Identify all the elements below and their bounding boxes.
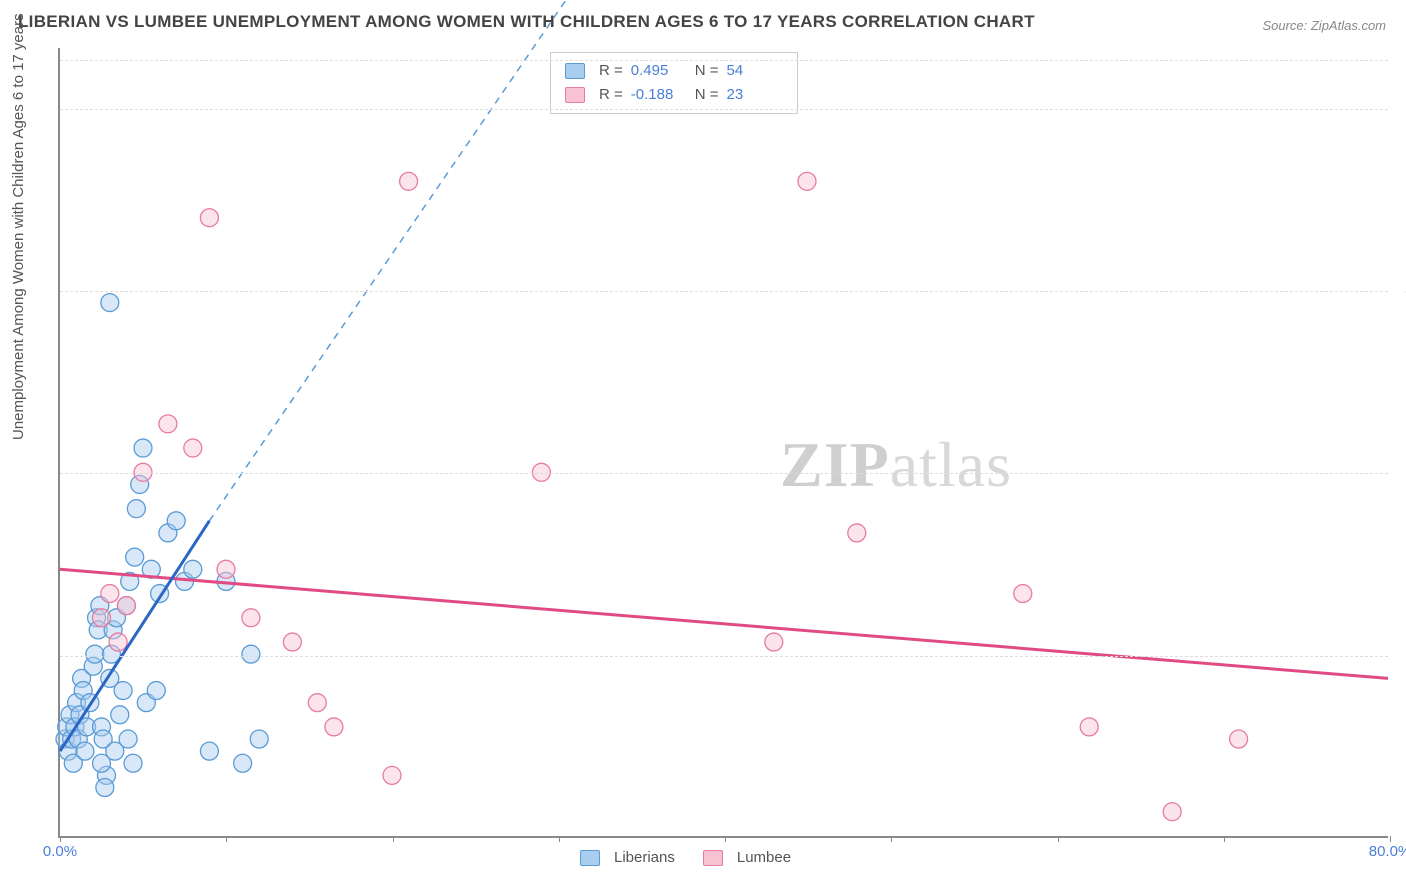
scatter-point — [76, 742, 94, 760]
gridline-h — [60, 291, 1388, 292]
y-tick-label: 30.0% — [1393, 465, 1406, 482]
x-tick-mark — [1058, 836, 1059, 842]
swatch-lumbee — [565, 87, 585, 103]
scatter-point — [242, 645, 260, 663]
chart-title: LIBERIAN VS LUMBEE UNEMPLOYMENT AMONG WO… — [18, 12, 1035, 32]
scatter-point — [1080, 718, 1098, 736]
r-value-liberians: 0.495 — [631, 59, 687, 83]
r-value-lumbee: -0.188 — [631, 83, 687, 107]
legend-item-lumbee: Lumbee — [703, 849, 791, 866]
n-label: N = — [695, 59, 719, 83]
scatter-point — [101, 585, 119, 603]
gridline-h — [60, 60, 1388, 61]
scatter-point — [532, 463, 550, 481]
legend: Liberians Lumbee — [580, 849, 791, 866]
scatter-point — [147, 682, 165, 700]
scatter-point — [1014, 585, 1032, 603]
x-tick-mark — [725, 836, 726, 842]
n-value-liberians: 54 — [727, 59, 783, 83]
scatter-point — [126, 548, 144, 566]
x-tick-label: 80.0% — [1369, 843, 1406, 860]
scatter-point — [117, 597, 135, 615]
scatter-point — [114, 682, 132, 700]
y-tick-label: 15.0% — [1393, 647, 1406, 664]
x-tick-mark — [559, 836, 560, 842]
gridline-h — [60, 656, 1388, 657]
scatter-point — [119, 730, 137, 748]
scatter-point — [167, 512, 185, 530]
x-tick-mark — [226, 836, 227, 842]
scatter-point — [101, 294, 119, 312]
stats-row-lumbee: R = -0.188 N = 23 — [565, 83, 783, 107]
scatter-point — [848, 524, 866, 542]
scatter-point — [200, 742, 218, 760]
scatter-point — [1163, 803, 1181, 821]
source-attribution: Source: ZipAtlas.com — [1262, 18, 1386, 33]
scatter-point — [798, 172, 816, 190]
plot-area: ZIPatlas R = 0.495 N = 54 R = -0.188 N =… — [58, 48, 1388, 838]
scatter-point — [217, 560, 235, 578]
x-tick-mark — [1390, 836, 1391, 842]
correlation-stats-box: R = 0.495 N = 54 R = -0.188 N = 23 — [550, 52, 798, 114]
scatter-point — [1230, 730, 1248, 748]
x-tick-label: 0.0% — [43, 843, 77, 860]
scatter-point — [283, 633, 301, 651]
scatter-point — [124, 754, 142, 772]
scatter-point — [383, 766, 401, 784]
swatch-liberians — [565, 63, 585, 79]
scatter-point — [134, 439, 152, 457]
scatter-point — [184, 439, 202, 457]
y-tick-label: 45.0% — [1393, 283, 1406, 300]
n-label: N = — [695, 83, 719, 107]
scatter-point — [184, 560, 202, 578]
scatter-point — [134, 463, 152, 481]
regression-line-lumbee — [60, 569, 1388, 678]
scatter-point — [109, 633, 127, 651]
y-axis-label: Unemployment Among Women with Children A… — [10, 13, 27, 440]
r-label: R = — [599, 59, 623, 83]
scatter-point — [765, 633, 783, 651]
x-tick-mark — [1224, 836, 1225, 842]
x-tick-mark — [60, 836, 61, 842]
scatter-point — [242, 609, 260, 627]
x-tick-mark — [891, 836, 892, 842]
scatter-point — [200, 209, 218, 227]
legend-item-liberians: Liberians — [580, 849, 675, 866]
scatter-point — [159, 415, 177, 433]
scatter-point — [96, 779, 114, 797]
scatter-point — [111, 706, 129, 724]
scatter-point — [250, 730, 268, 748]
scatter-point — [93, 609, 111, 627]
y-tick-label: 60.0% — [1393, 100, 1406, 117]
scatter-point — [308, 694, 326, 712]
scatter-point — [325, 718, 343, 736]
legend-swatch-liberians — [580, 850, 600, 866]
stats-row-liberians: R = 0.495 N = 54 — [565, 59, 783, 83]
n-value-lumbee: 23 — [727, 83, 783, 107]
x-tick-mark — [393, 836, 394, 842]
gridline-h — [60, 109, 1388, 110]
r-label: R = — [599, 83, 623, 107]
legend-label-lumbee: Lumbee — [737, 849, 791, 866]
gridline-h — [60, 473, 1388, 474]
scatter-point — [127, 500, 145, 518]
scatter-point — [86, 645, 104, 663]
scatter-point — [234, 754, 252, 772]
scatter-point — [400, 172, 418, 190]
legend-label-liberians: Liberians — [614, 849, 675, 866]
legend-swatch-lumbee — [703, 850, 723, 866]
regression-extrapolation-liberians — [209, 0, 591, 521]
chart-svg — [60, 48, 1388, 836]
